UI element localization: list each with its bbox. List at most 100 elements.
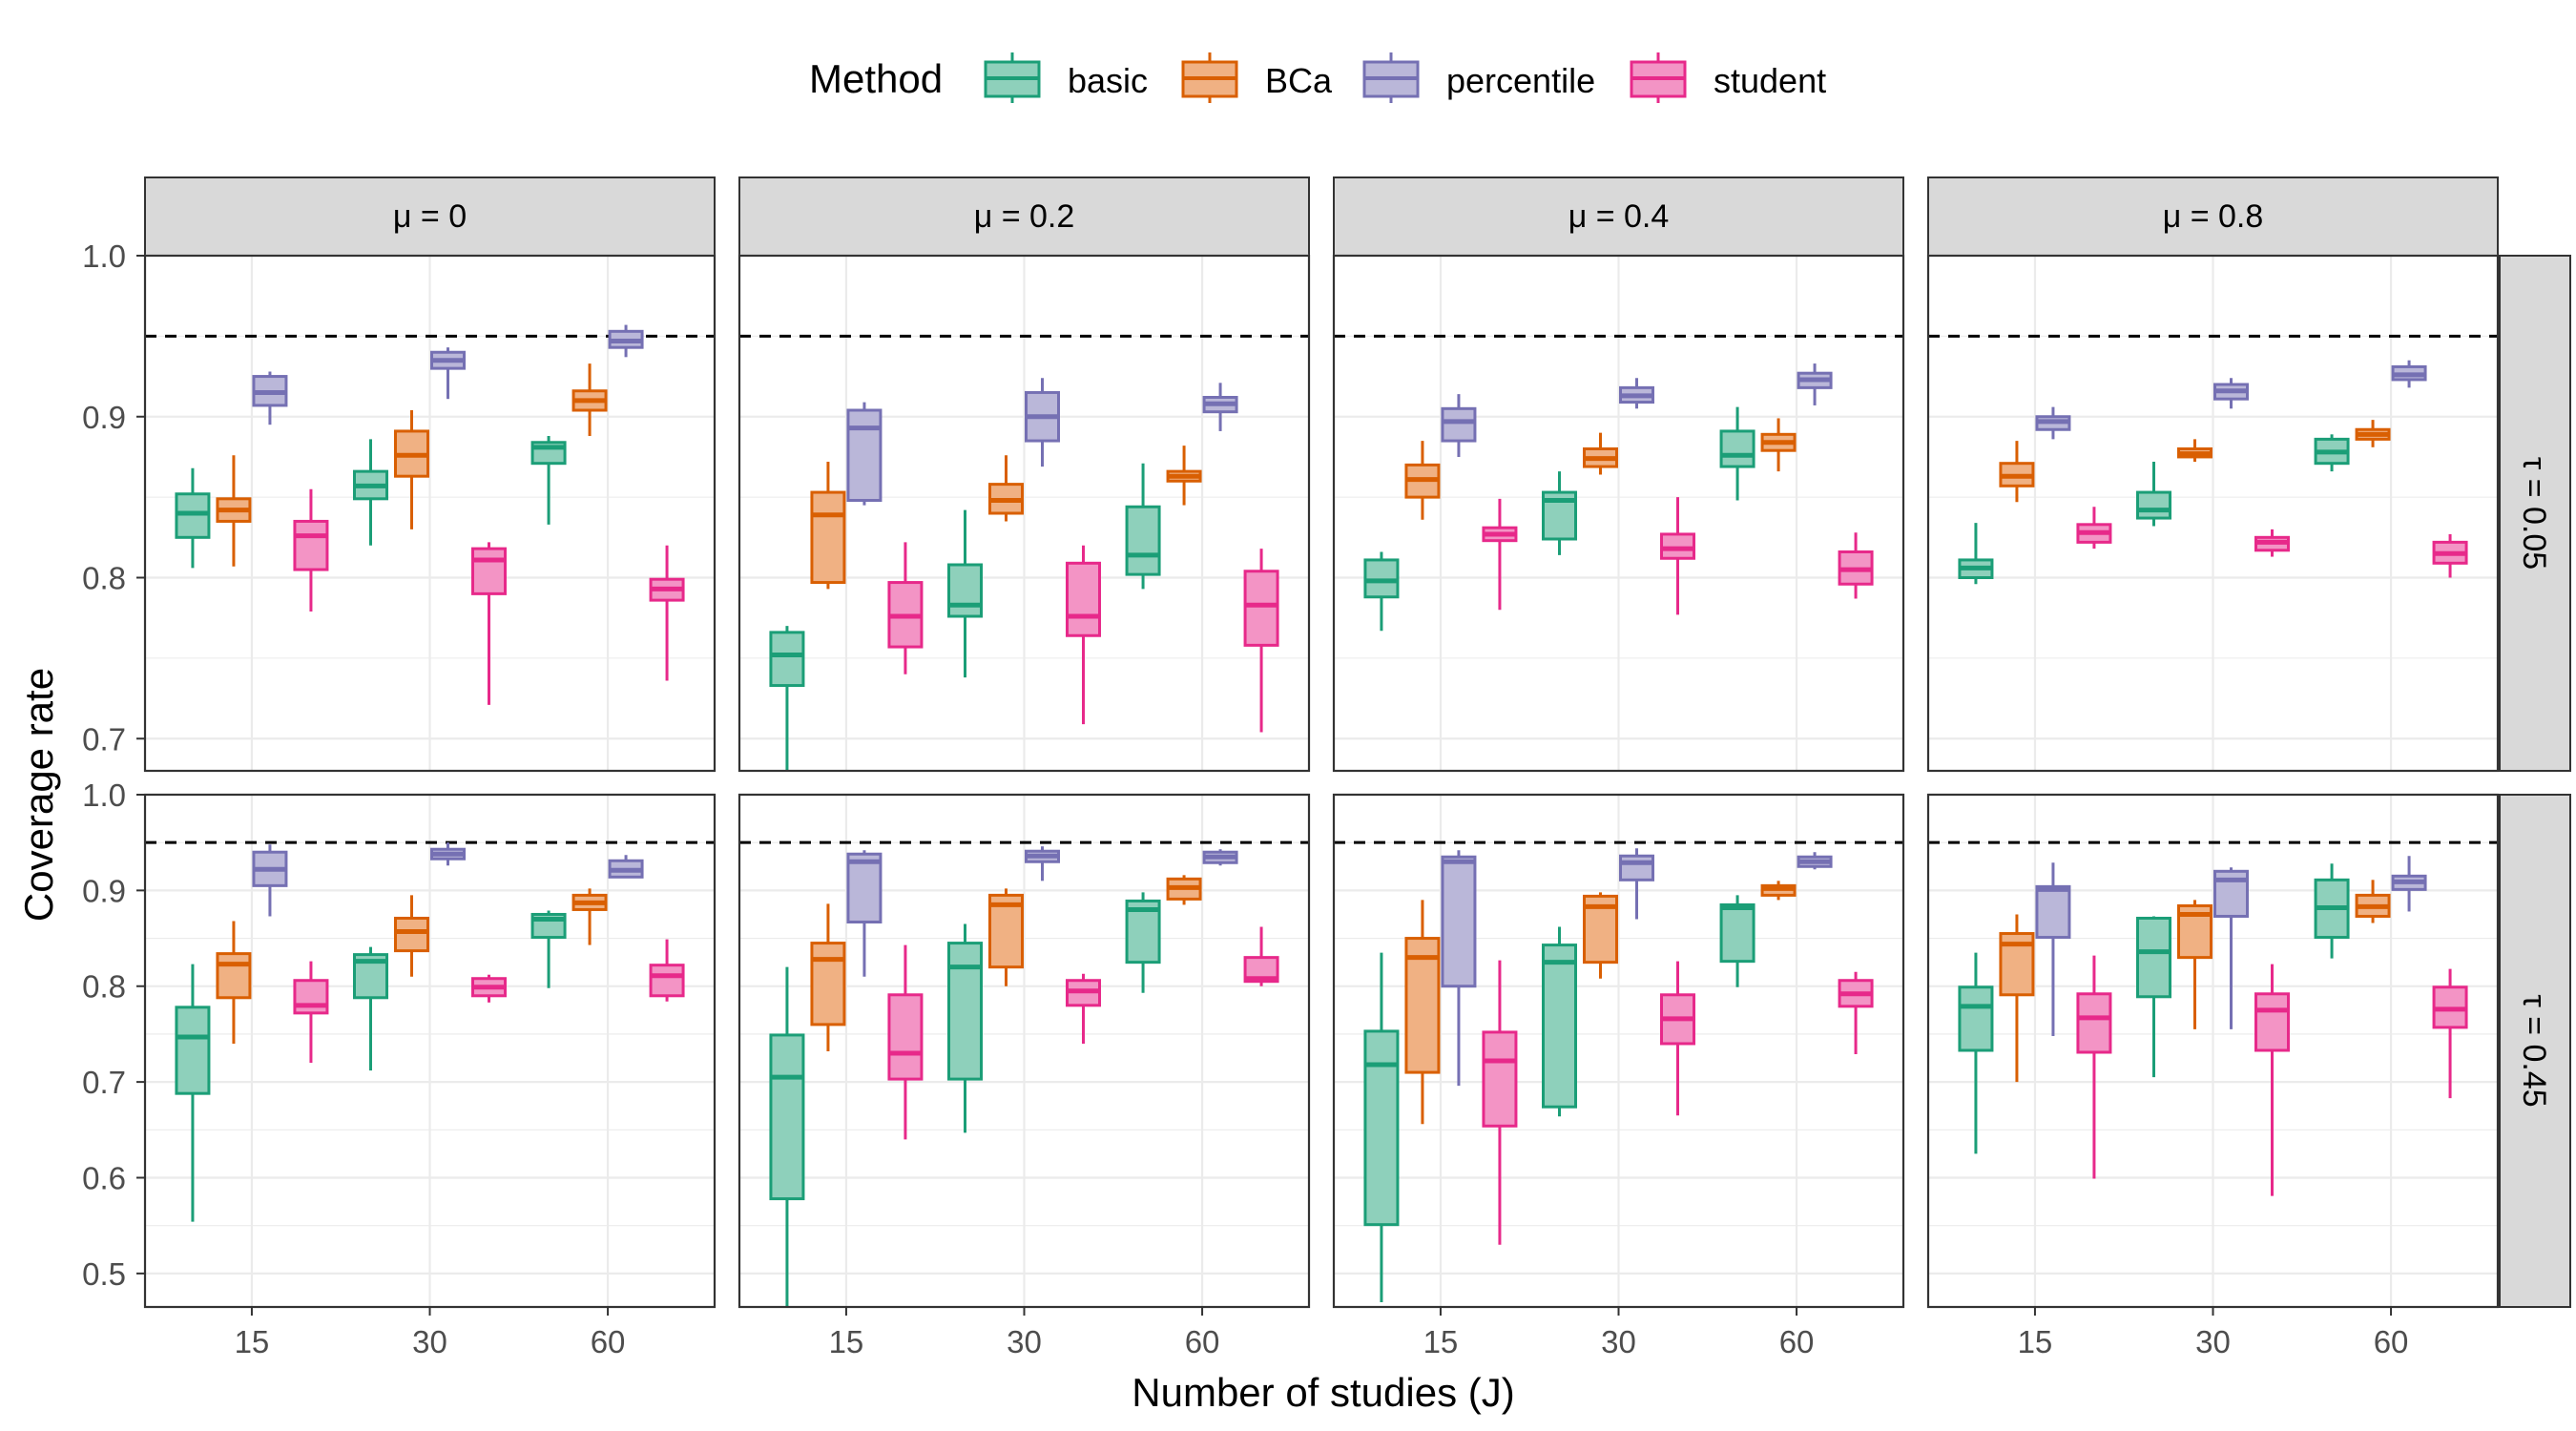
x-tick-label: 15 [1423, 1324, 1459, 1359]
legend-title: Method [809, 56, 943, 101]
box-iqr [1363, 558, 1400, 599]
x-axis-col-1: 15 30 60 [235, 1307, 626, 1359]
box-student-j30 [1066, 973, 1101, 1044]
box-basic-j15 [175, 467, 211, 569]
boxes [175, 842, 685, 1222]
x-tick-label: 60 [591, 1324, 626, 1359]
box-bca-j15 [1404, 441, 1441, 520]
box-iqr [394, 916, 429, 953]
box-bca-j60 [571, 888, 608, 945]
panel-r2-c3 [1332, 793, 1905, 1309]
box-percentile-j30 [1025, 378, 1060, 467]
box-percentile-j30 [1619, 848, 1654, 920]
y-tick-label: 0.8 [82, 561, 126, 596]
box-basic-j60 [1125, 463, 1161, 590]
y-axis-row-1: 0.7 0.8 0.9 1.0 [82, 238, 145, 757]
box-student-j15 [887, 944, 924, 1140]
box-student-j60 [649, 939, 685, 1002]
x-tick-label: 30 [1601, 1324, 1636, 1359]
box-iqr [175, 1006, 211, 1095]
box-iqr [988, 893, 1024, 969]
box-percentile-j15 [1441, 394, 1477, 457]
box-basic-j15 [175, 964, 211, 1222]
box-basic-j15 [1363, 952, 1400, 1302]
strip-background [144, 176, 716, 257]
box-iqr [1363, 1029, 1400, 1227]
box-bca-j15 [1999, 914, 2035, 1083]
box-basic-j30 [1542, 471, 1577, 555]
box-percentile-j15 [252, 371, 288, 425]
column-strip-3: μ = 0.4 [1333, 176, 1904, 257]
panel-r2-c2 [737, 793, 1311, 1309]
box-bca-j30 [2177, 900, 2212, 1029]
box-iqr [947, 942, 983, 1081]
column-strip-label: μ = 0.8 [2163, 198, 2264, 235]
box-bca-j30 [988, 888, 1024, 986]
x-tick-label: 30 [2195, 1324, 2231, 1359]
box-percentile-j60 [1797, 852, 1833, 870]
box-percentile-j30 [1025, 846, 1060, 881]
box-iqr [2254, 992, 2290, 1052]
box-bca-j30 [394, 410, 429, 529]
box-bca-j15 [216, 455, 252, 567]
box-bca-j15 [810, 903, 846, 1052]
box-percentile-j60 [1797, 363, 1833, 405]
box-iqr [846, 852, 883, 923]
box-percentile-j15 [1441, 850, 1477, 1087]
box-iqr [1482, 1030, 1518, 1128]
box-basic-j30 [947, 509, 983, 678]
box-iqr [1125, 505, 1161, 576]
x-tick-label: 15 [235, 1324, 270, 1359]
box-student-j15 [1482, 960, 1518, 1245]
y-tick-label: 0.7 [82, 721, 126, 757]
box-iqr [649, 964, 685, 998]
y-tick-label: 1.0 [82, 778, 126, 813]
x-axis-col-3: 15 30 60 [1423, 1307, 1814, 1359]
box-student-j30 [471, 974, 507, 1003]
box-bca-j60 [1166, 446, 1202, 506]
box-iqr [2076, 992, 2112, 1054]
y-tick-label: 0.7 [82, 1065, 126, 1100]
box-basic-j15 [1363, 551, 1400, 632]
boxes [769, 378, 1279, 771]
box-student-j15 [293, 488, 329, 612]
boxes [175, 324, 685, 705]
column-strip-4: μ = 0.8 [1927, 176, 2499, 257]
legend-keys: basic BCa percentile student [984, 52, 1826, 103]
y-tick-label: 0.9 [82, 873, 126, 908]
column-strip-1: μ = 0 [144, 176, 716, 257]
box-student-j60 [1243, 549, 1279, 733]
y-axis-label: Coverage rate [16, 668, 61, 922]
box-basic-j60 [2314, 863, 2350, 959]
x-tick-label: 60 [2374, 1324, 2409, 1359]
box-percentile-j60 [1202, 849, 1238, 866]
box-percentile-j60 [608, 324, 644, 358]
box-percentile-j15 [2035, 862, 2071, 1036]
box-basic-j60 [1125, 892, 1161, 993]
y-tick-label: 0.5 [82, 1256, 126, 1292]
box-iqr [947, 563, 983, 618]
box-basic-j30 [2136, 462, 2171, 527]
box-basic-j60 [530, 436, 567, 525]
x-axis-label: Number of studies (J) [1132, 1370, 1514, 1415]
box-percentile-j30 [2213, 867, 2249, 1029]
box-bca-j60 [1760, 881, 1797, 901]
box-student-j30 [471, 542, 507, 705]
box-bca-j60 [2355, 880, 2391, 923]
box-student-j15 [1482, 498, 1518, 611]
x-tick-label: 30 [1007, 1324, 1042, 1359]
column-strip-label: μ = 0.2 [974, 198, 1075, 235]
x-tick-label: 60 [1185, 1324, 1220, 1359]
box-basic-j15 [1958, 952, 1994, 1154]
box-bca-j60 [1760, 418, 1797, 472]
row-strip-1: τ = 0.05 [2499, 255, 2571, 772]
box-bca-j15 [1999, 441, 2035, 503]
box-percentile-j30 [1619, 378, 1654, 409]
box-basic-j30 [353, 946, 388, 1071]
box-student-j15 [2076, 507, 2112, 550]
box-bca-j60 [571, 363, 608, 436]
box-iqr [471, 547, 507, 595]
box-iqr [846, 408, 883, 502]
legend-item-basic: basic [984, 52, 1148, 103]
box-basic-j30 [1542, 926, 1577, 1117]
